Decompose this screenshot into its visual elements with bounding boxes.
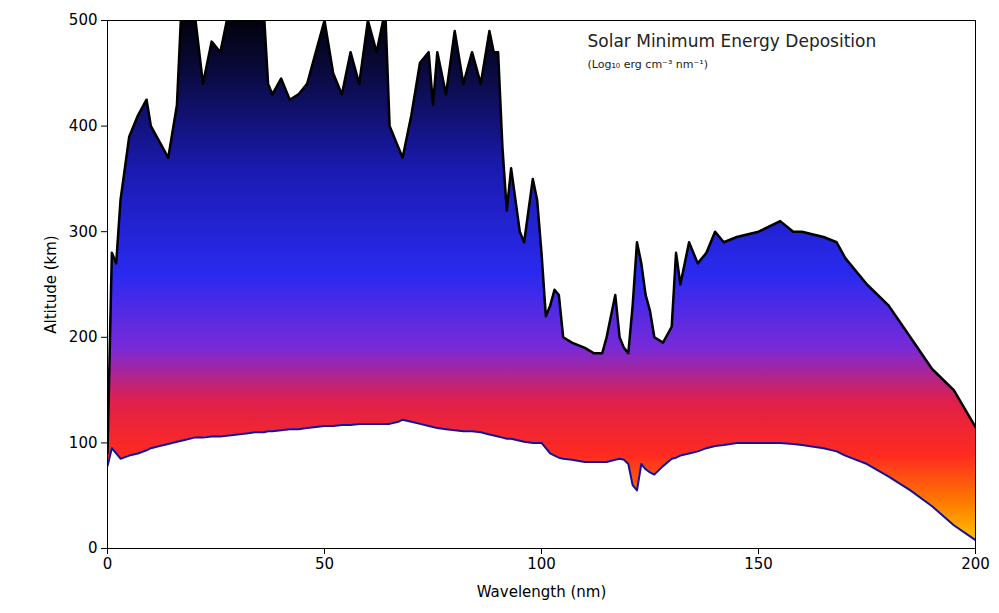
svg-text:50: 50: [315, 555, 334, 573]
svg-text:400: 400: [69, 117, 98, 135]
svg-text:100: 100: [527, 555, 556, 573]
svg-text:Wavelength (nm): Wavelength (nm): [477, 583, 607, 601]
svg-text:200: 200: [69, 328, 98, 346]
svg-text:100: 100: [69, 434, 98, 452]
svg-text:150: 150: [744, 555, 773, 573]
svg-text:Solar Minimum Energy Depositio: Solar Minimum Energy Deposition: [588, 31, 877, 51]
svg-text:300: 300: [69, 223, 98, 241]
svg-text:0: 0: [88, 539, 98, 557]
svg-text:500: 500: [69, 11, 98, 29]
svg-text:0: 0: [103, 555, 113, 573]
svg-text:Altitude (km): Altitude (km): [42, 235, 60, 333]
svg-text:(Log₁₀ erg cm⁻³ nm⁻¹): (Log₁₀ erg cm⁻³ nm⁻¹): [588, 58, 709, 71]
svg-text:200: 200: [961, 555, 990, 573]
